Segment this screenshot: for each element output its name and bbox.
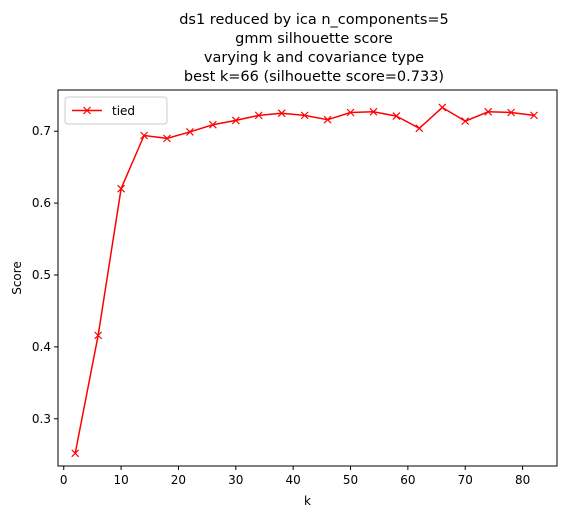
data-point	[415, 124, 424, 133]
data-point	[231, 116, 240, 125]
x-tick-label: 30	[228, 473, 243, 487]
data-point	[208, 120, 217, 129]
data-point	[323, 115, 332, 124]
chart-title: ds1 reduced by ica n_components=5 gmm si…	[179, 12, 449, 85]
x-tick-label: 40	[286, 473, 301, 487]
title-line-2: gmm silhouette score	[235, 31, 393, 47]
data-point	[94, 331, 103, 340]
legend-label: tied	[112, 104, 135, 118]
data-point	[369, 107, 378, 116]
y-tick-label: 0.7	[32, 124, 51, 138]
x-axis-label: k	[304, 494, 311, 508]
legend-marker	[83, 106, 91, 115]
y-axis-ticks: 0.3 0.4 0.5 0.6 0.7	[32, 124, 58, 426]
data-point	[484, 107, 493, 116]
data-point	[530, 111, 538, 120]
x-tick-label: 60	[400, 473, 415, 487]
series-layer	[71, 103, 538, 458]
x-tick-label: 80	[515, 473, 530, 487]
x-tick-label: 50	[343, 473, 358, 487]
series-line-tied	[74, 106, 535, 454]
data-point	[300, 111, 309, 120]
data-point	[254, 111, 263, 120]
title-line-3: varying k and covariance type	[204, 50, 424, 66]
data-point	[346, 108, 355, 117]
data-point	[117, 184, 126, 193]
data-point	[392, 112, 401, 121]
data-point	[71, 449, 80, 458]
x-tick-label: 20	[171, 473, 186, 487]
x-tick-label: 70	[458, 473, 473, 487]
data-point	[163, 134, 171, 143]
data-point	[507, 108, 516, 117]
data-point	[438, 103, 447, 112]
legend-marker-x	[83, 106, 91, 115]
y-tick-label: 0.6	[32, 196, 51, 210]
data-point	[461, 117, 470, 126]
y-tick-label: 0.4	[32, 340, 51, 354]
data-point	[185, 127, 194, 136]
x-tick-label: 0	[60, 473, 68, 487]
legend-box	[64, 96, 168, 125]
title-line-1: ds1 reduced by ica n_components=5	[179, 12, 449, 28]
y-axis-label: Score	[10, 261, 24, 295]
plot-frame	[57, 89, 558, 467]
x-tick-label: 10	[113, 473, 128, 487]
y-tick-label: 0.3	[32, 412, 51, 426]
title-line-4: best k=66 (silhouette score=0.733)	[184, 69, 444, 85]
x-axis-ticks: 0 10 20 30 40 50 60 70 80	[60, 466, 530, 487]
y-tick-label: 0.5	[32, 268, 51, 282]
data-point	[277, 109, 286, 118]
data-point	[140, 131, 148, 140]
legend: tied	[64, 96, 168, 125]
